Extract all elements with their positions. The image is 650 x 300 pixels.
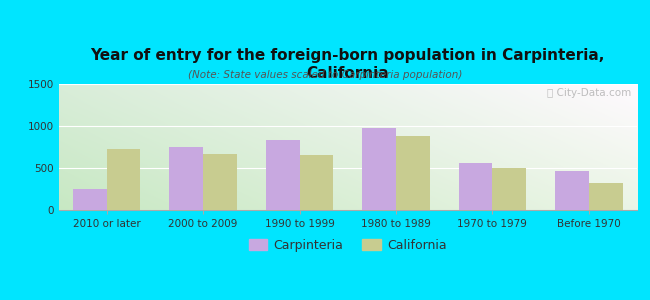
Bar — [493, 168, 526, 210]
Bar — [362, 128, 396, 210]
Bar — [107, 149, 140, 210]
Bar — [459, 164, 493, 210]
Text: ⓘ City-Data.com: ⓘ City-Data.com — [547, 88, 631, 98]
Bar — [203, 154, 237, 210]
Bar — [300, 154, 333, 210]
Bar — [73, 189, 107, 210]
Bar — [396, 136, 430, 210]
Bar — [170, 147, 203, 210]
Text: (Note: State values scaled to Carpinteria population): (Note: State values scaled to Carpinteri… — [188, 70, 462, 80]
Bar — [266, 140, 300, 210]
Legend: Carpinteria, California: Carpinteria, California — [244, 234, 452, 257]
Bar — [589, 183, 623, 210]
Title: Year of entry for the foreign-born population in Carpinteria,
California: Year of entry for the foreign-born popul… — [90, 48, 605, 81]
Bar — [555, 171, 589, 210]
